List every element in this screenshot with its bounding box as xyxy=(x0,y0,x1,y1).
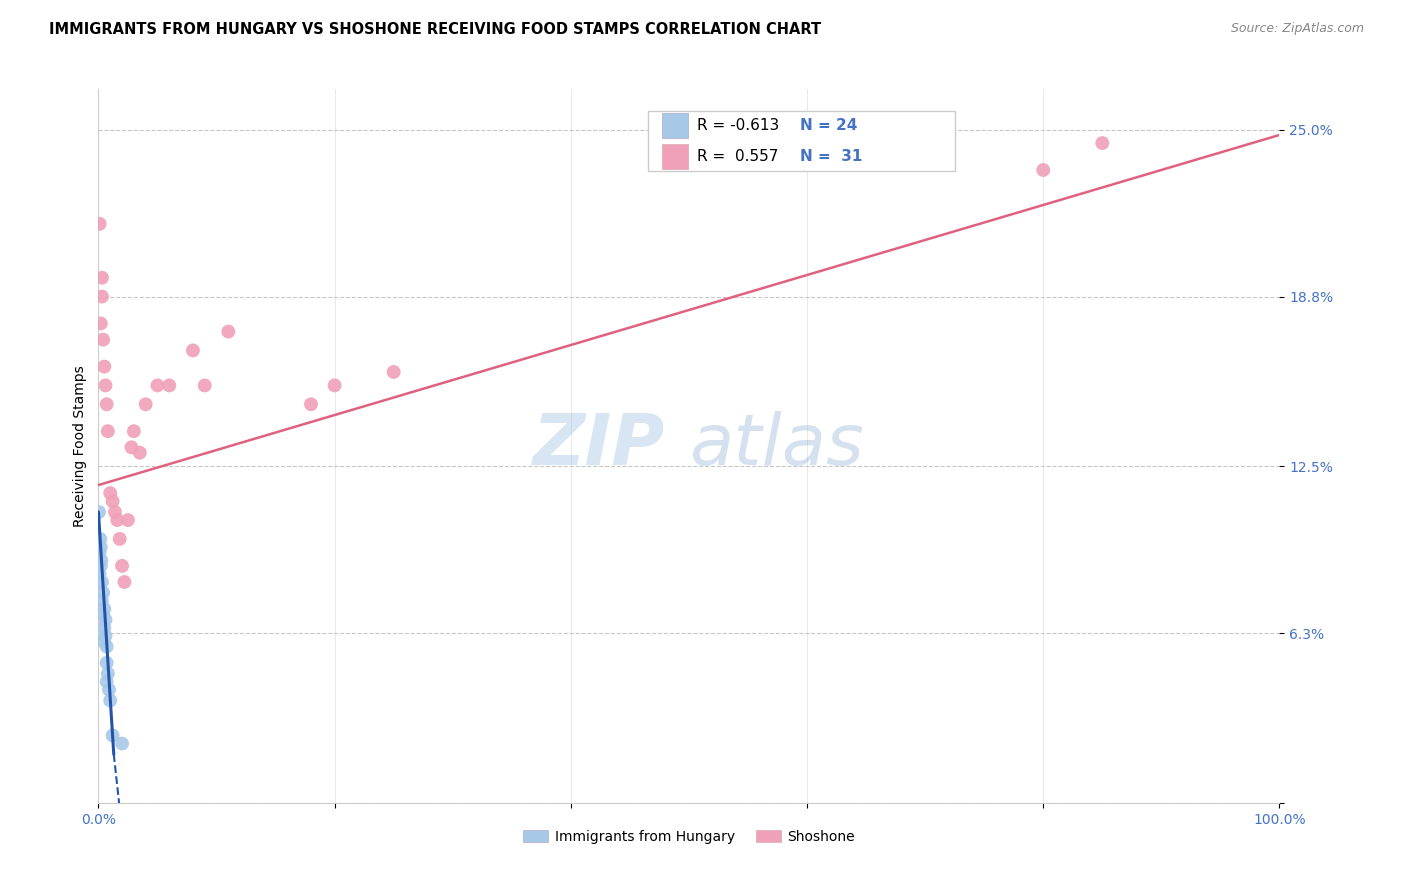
Point xyxy=(91,289,114,303)
Point xyxy=(91,634,114,648)
Point xyxy=(90,317,112,331)
FancyBboxPatch shape xyxy=(662,113,688,138)
Legend: Immigrants from Hungary, Shoshone: Immigrants from Hungary, Shoshone xyxy=(517,824,860,849)
Point xyxy=(94,629,117,643)
Point xyxy=(299,397,322,411)
Point xyxy=(93,602,115,616)
Point xyxy=(90,553,112,567)
Point xyxy=(382,365,405,379)
Point xyxy=(96,674,118,689)
Point xyxy=(91,333,114,347)
Text: N = 24: N = 24 xyxy=(800,119,858,133)
FancyBboxPatch shape xyxy=(662,144,688,169)
Point xyxy=(117,513,139,527)
Point xyxy=(89,545,111,559)
FancyBboxPatch shape xyxy=(648,111,955,171)
Point xyxy=(108,532,131,546)
Point xyxy=(89,566,111,581)
Point xyxy=(194,378,217,392)
Point xyxy=(146,378,169,392)
Point xyxy=(91,586,114,600)
Point xyxy=(111,737,134,751)
Point xyxy=(93,621,115,635)
Point xyxy=(112,574,135,589)
Point xyxy=(90,540,112,554)
Point xyxy=(101,494,124,508)
Text: N =  31: N = 31 xyxy=(800,149,862,163)
Point xyxy=(121,441,143,455)
Text: R =  0.557: R = 0.557 xyxy=(697,149,779,163)
Text: ZIP: ZIP xyxy=(533,411,665,481)
Point xyxy=(97,424,120,438)
Point xyxy=(91,594,114,608)
Point xyxy=(96,640,118,654)
Point xyxy=(135,397,157,411)
Point xyxy=(98,693,121,707)
Point xyxy=(94,378,117,392)
Point xyxy=(96,656,118,670)
Point xyxy=(1091,136,1114,150)
Point xyxy=(1032,163,1054,178)
Point xyxy=(217,325,239,339)
Point xyxy=(89,217,111,231)
Point xyxy=(97,666,120,681)
Text: Source: ZipAtlas.com: Source: ZipAtlas.com xyxy=(1230,22,1364,36)
Point xyxy=(101,729,124,743)
Point xyxy=(181,343,204,358)
Point xyxy=(98,682,121,697)
Point xyxy=(105,513,128,527)
Point xyxy=(93,359,115,374)
Point xyxy=(94,613,117,627)
Point xyxy=(96,397,118,411)
Text: IMMIGRANTS FROM HUNGARY VS SHOSHONE RECEIVING FOOD STAMPS CORRELATION CHART: IMMIGRANTS FROM HUNGARY VS SHOSHONE RECE… xyxy=(49,22,821,37)
Point xyxy=(90,558,112,573)
Text: atlas: atlas xyxy=(689,411,863,481)
Point xyxy=(91,270,114,285)
Point xyxy=(122,424,145,438)
Point xyxy=(98,486,121,500)
Point xyxy=(91,607,114,622)
Point xyxy=(111,558,134,573)
Point xyxy=(87,505,110,519)
Point xyxy=(128,446,150,460)
Point xyxy=(91,574,114,589)
Point xyxy=(89,532,111,546)
Point xyxy=(157,378,180,392)
Text: R = -0.613: R = -0.613 xyxy=(697,119,779,133)
Point xyxy=(104,505,127,519)
Point xyxy=(323,378,346,392)
Y-axis label: Receiving Food Stamps: Receiving Food Stamps xyxy=(73,365,87,527)
